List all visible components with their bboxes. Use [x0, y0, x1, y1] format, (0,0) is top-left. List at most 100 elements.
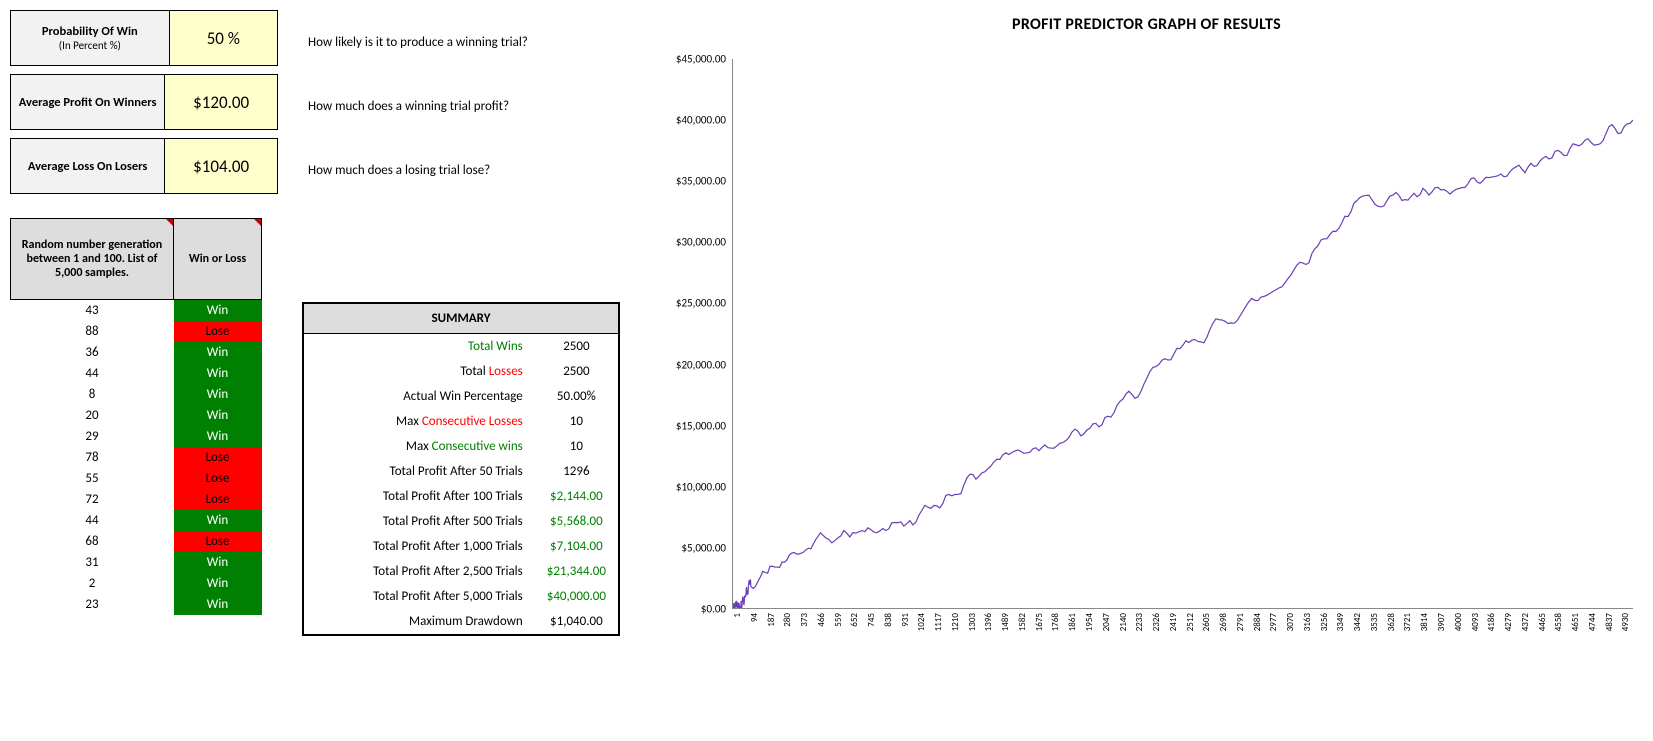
sample-number: 55: [11, 468, 174, 489]
chart-plot: [732, 59, 1633, 609]
sample-number: 68: [11, 531, 174, 552]
x-tick-label: 745: [866, 613, 877, 627]
x-tick-label: 2512: [1185, 613, 1196, 631]
summary-row: Total Profit After 2,500 Trials$21,344.0…: [303, 559, 619, 584]
x-tick-label: 1954: [1084, 613, 1095, 631]
table-row: 88Lose: [11, 321, 262, 342]
x-tick-label: 1396: [983, 613, 994, 631]
input-row: Average Profit On Winners$120.00How much…: [10, 74, 620, 130]
sample-number: 44: [11, 363, 174, 384]
x-tick-label: 4000: [1453, 613, 1464, 631]
x-tick-label: 4744: [1587, 613, 1598, 631]
x-tick-label: 1210: [950, 613, 961, 631]
x-tick-label: 1117: [933, 613, 944, 631]
sample-result: Win: [174, 573, 262, 594]
sample-result: Lose: [174, 468, 262, 489]
summary-row: Total Wins2500: [303, 334, 619, 360]
summary-value: 10: [535, 434, 619, 459]
x-tick-label: 2047: [1101, 613, 1112, 631]
x-tick-label: 3814: [1419, 613, 1430, 631]
samples-header-b: Win or Loss: [174, 219, 262, 300]
input-value-cell[interactable]: $104.00: [165, 139, 278, 194]
x-tick-label: 652: [849, 613, 860, 627]
profit-series-line: [733, 120, 1633, 608]
table-row: 44Win: [11, 510, 262, 531]
x-tick-label: 838: [883, 613, 894, 627]
table-row: 44Win: [11, 363, 262, 384]
x-tick-label: 4186: [1486, 613, 1497, 631]
summary-value: 10: [535, 409, 619, 434]
y-tick-label: $35,000.00: [676, 175, 726, 188]
x-tick-label: 3628: [1386, 613, 1397, 631]
table-row: 36Win: [11, 342, 262, 363]
chart-area: $0.00$5,000.00$10,000.00$15,000.00$20,00…: [660, 59, 1643, 649]
summary-row: Actual Win Percentage50.00%: [303, 384, 619, 409]
summary-row: Total Profit After 1,000 Trials$7,104.00: [303, 534, 619, 559]
sample-result: Win: [174, 384, 262, 405]
left-panel: Probability Of Win(In Percent %)50 %How …: [10, 10, 620, 649]
x-tick-label: 4465: [1537, 613, 1548, 631]
sample-result: Win: [174, 300, 262, 322]
sample-number: 78: [11, 447, 174, 468]
x-tick-label: 4837: [1604, 613, 1615, 631]
summary-value: $5,568.00: [535, 509, 619, 534]
x-tick-label: 1675: [1034, 613, 1045, 631]
sample-number: 20: [11, 405, 174, 426]
sample-result: Win: [174, 594, 262, 615]
input-label: Probability Of Win(In Percent %): [11, 11, 170, 66]
summary-value: 2500: [535, 334, 619, 360]
summary-label: Total Profit After 5,000 Trials: [303, 584, 535, 609]
x-tick-label: 3442: [1352, 613, 1363, 631]
summary-label: Max Consecutive Losses: [303, 409, 535, 434]
x-tick-label: 466: [816, 613, 827, 627]
x-tick-label: 2884: [1252, 613, 1263, 631]
summary-value: $40,000.00: [535, 584, 619, 609]
input-description: How likely is it to produce a winning tr…: [278, 10, 548, 66]
sample-number: 43: [11, 300, 174, 322]
inputs-block: Probability Of Win(In Percent %)50 %How …: [10, 10, 620, 194]
sample-number: 2: [11, 573, 174, 594]
x-tick-label: 3349: [1335, 613, 1346, 631]
sample-result: Win: [174, 342, 262, 363]
summary-row: Total Profit After 50 Trials1296: [303, 459, 619, 484]
summary-label: Total Profit After 50 Trials: [303, 459, 535, 484]
x-tick-label: 373: [799, 613, 810, 627]
x-tick-label: 2233: [1134, 613, 1145, 631]
summary-row: Max Consecutive Losses10: [303, 409, 619, 434]
input-value-cell[interactable]: $120.00: [165, 75, 278, 130]
summary-row: Total Losses2500: [303, 359, 619, 384]
summary-table: SUMMARY Total Wins2500Total Losses2500Ac…: [302, 302, 620, 636]
table-row: 23Win: [11, 594, 262, 615]
input-value-cell[interactable]: 50 %: [169, 11, 277, 66]
summary-value: 1296: [535, 459, 619, 484]
sample-number: 31: [11, 552, 174, 573]
sample-result: Lose: [174, 489, 262, 510]
x-tick-label: 1489: [1000, 613, 1011, 631]
y-tick-label: $25,000.00: [676, 297, 726, 310]
table-row: 31Win: [11, 552, 262, 573]
summary-value: $2,144.00: [535, 484, 619, 509]
y-tick-label: $15,000.00: [676, 419, 726, 432]
sample-result: Win: [174, 363, 262, 384]
x-tick-label: 1768: [1050, 613, 1061, 631]
table-row: 8Win: [11, 384, 262, 405]
sample-result: Win: [174, 405, 262, 426]
x-tick-label: 187: [766, 613, 777, 627]
sample-number: 88: [11, 321, 174, 342]
table-row: 72Lose: [11, 489, 262, 510]
summary-label: Maximum Drawdown: [303, 609, 535, 635]
x-tick-label: 2698: [1218, 613, 1229, 631]
sample-number: 72: [11, 489, 174, 510]
summary-value: 50.00%: [535, 384, 619, 409]
x-tick-label: 4093: [1470, 613, 1481, 631]
summary-label: Total Profit After 1,000 Trials: [303, 534, 535, 559]
main-container: Probability Of Win(In Percent %)50 %How …: [10, 10, 1643, 649]
sample-number: 8: [11, 384, 174, 405]
summary-label: Total Profit After 500 Trials: [303, 509, 535, 534]
summary-value: $21,344.00: [535, 559, 619, 584]
summary-label: Total Wins: [303, 334, 535, 360]
input-label: Average Profit On Winners: [11, 75, 165, 130]
x-tick-label: 2326: [1151, 613, 1162, 631]
y-tick-label: $40,000.00: [676, 114, 726, 127]
table-row: 20Win: [11, 405, 262, 426]
